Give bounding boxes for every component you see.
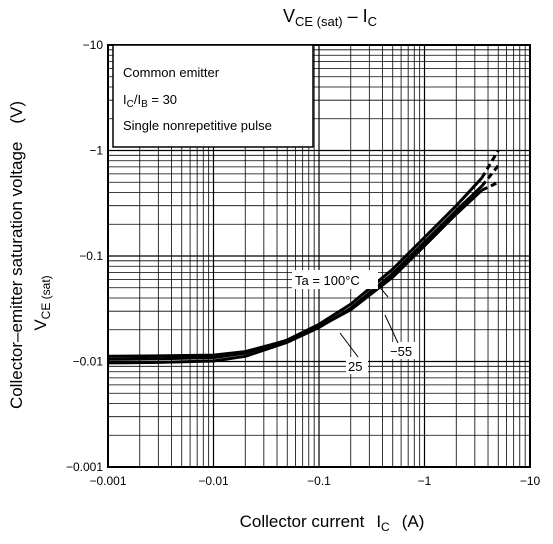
series-line-1	[107, 176, 484, 361]
x-tick-label: −10	[520, 474, 541, 488]
y-tick-label: −1	[89, 144, 103, 158]
curve-label-25: 25	[346, 357, 368, 374]
curves	[107, 149, 500, 365]
y-tick-label: −10	[83, 38, 104, 52]
y-tick-labels: −0.001 −0.01 −0.1 −1 −10	[66, 38, 103, 474]
condition-pulse: Single nonrepetitive pulse	[123, 118, 272, 133]
series-line-2	[107, 189, 483, 358]
curve-label-minus55-text: −55	[390, 344, 412, 359]
chart-title: VCE (sat) – IC	[283, 6, 377, 29]
x-tick-label: −0.01	[198, 474, 229, 488]
curve-label-100: Ta = 100°C	[292, 270, 378, 289]
series-dashed-tail-2	[481, 180, 499, 192]
x-tick-labels: −0.001 −0.01 −0.1 −1 −10	[89, 474, 540, 488]
curve-label-minus55-leader	[384, 314, 399, 344]
y-tick-label: −0.1	[79, 249, 103, 263]
condition-common-emitter: Common emitter	[123, 65, 220, 80]
condition-current-ratio: IC/IB = 30	[123, 92, 177, 110]
y-tick-label: −0.001	[66, 460, 103, 474]
curve-label-100-leader	[377, 284, 389, 298]
y-tick-label: −0.01	[73, 355, 104, 369]
curve-label-25-leader	[339, 332, 359, 358]
y-axis-label-line2: VCE (sat)	[31, 275, 53, 330]
series-dashed-tail-0	[480, 164, 500, 188]
conditions-box: Common emitter IC/IB = 30 Single nonrepe…	[112, 44, 314, 148]
x-tick-label: −0.1	[307, 474, 331, 488]
x-tick-label: −1	[418, 474, 432, 488]
series-dashed-tail-1	[480, 149, 500, 179]
curve-label-25-text: 25	[348, 359, 362, 374]
curve-label-100-text: Ta = 100°C	[295, 273, 360, 288]
x-tick-label: −0.001	[89, 474, 126, 488]
curve-label-minus55: −55	[388, 342, 418, 359]
y-axis-label-line1: Collector–emitter saturation voltage(V)	[7, 101, 26, 409]
x-axis-label: Collector current IC (A)	[240, 512, 425, 534]
plot-frame	[107, 44, 531, 468]
